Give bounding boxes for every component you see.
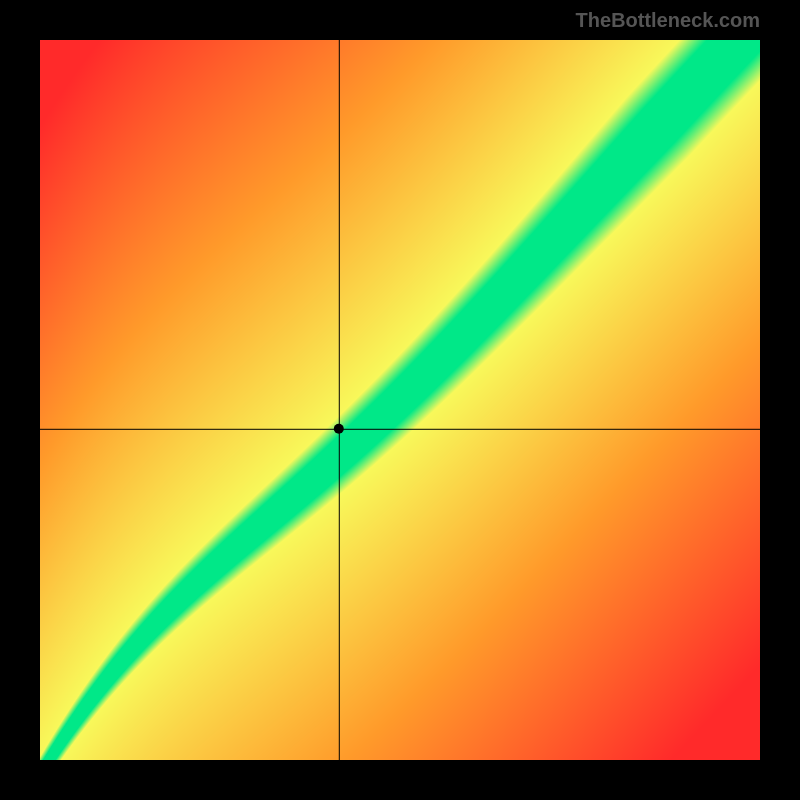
chart-container: TheBottleneck.com bbox=[0, 0, 800, 800]
heatmap-canvas bbox=[40, 40, 760, 760]
watermark-text: TheBottleneck.com bbox=[576, 10, 760, 33]
plot-area bbox=[40, 40, 760, 760]
